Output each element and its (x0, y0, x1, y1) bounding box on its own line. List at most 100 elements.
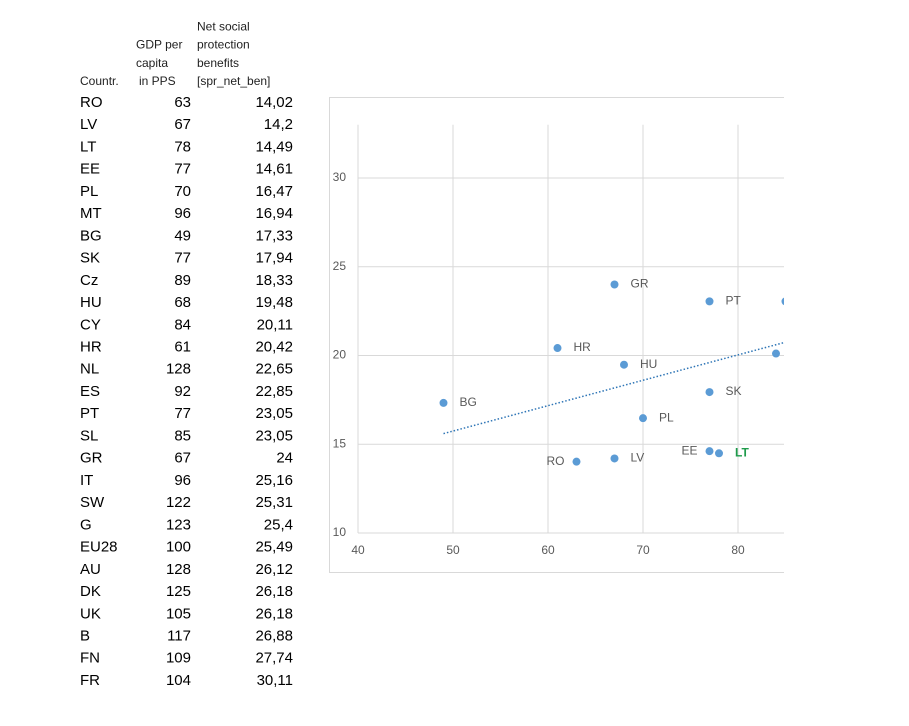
benefit-cell: 26,12 (255, 561, 293, 578)
country-cell: FN (80, 650, 100, 667)
point (781, 297, 784, 306)
x-tick-label: 80 (731, 543, 745, 557)
benefit-cell: 25,49 (255, 539, 293, 556)
chart: 10 15 20 25 30 40 50 60 70 80 RO LV LT EE PL BG SK HU HR PT… (333, 124, 784, 557)
point-label: EE (681, 443, 697, 457)
gdp-cell: 96 (174, 205, 191, 222)
country-cell: IT (80, 472, 93, 489)
country-cell: G (80, 516, 92, 533)
country-cell: Cz (80, 272, 98, 289)
benefit-cell: 26,18 (255, 605, 293, 622)
benefit-cell: 14,2 (264, 116, 293, 133)
point (715, 449, 723, 458)
country-cell: MT (80, 205, 102, 222)
point (705, 297, 714, 306)
point-label: GR (631, 277, 649, 291)
gdp-cell: 128 (166, 561, 191, 578)
point (772, 349, 780, 358)
country-cell: PT (80, 405, 99, 422)
gdp-cell: 77 (174, 161, 191, 178)
country-cell: CY (80, 316, 101, 333)
point (572, 457, 581, 466)
gdp-cell: 61 (174, 338, 191, 355)
benefit-cell: 25,4 (264, 516, 293, 533)
table: Countr. GDP per capita in PPS Net social prot… (80, 19, 293, 689)
benefit-cell: 30,11 (257, 672, 293, 689)
benefit-cell: 16,94 (255, 205, 293, 222)
gdp-cell: 117 (167, 627, 191, 644)
point-label: LV (631, 451, 645, 465)
benefit-cell: 25,16 (255, 472, 293, 489)
country-cell: EE (80, 161, 100, 178)
benefit-cell: 23,05 (255, 427, 293, 444)
gdp-cell: 84 (174, 316, 191, 333)
gdp-cell: 125 (166, 583, 191, 600)
benefit-cell: 24 (276, 450, 293, 467)
point-label: HR (574, 340, 592, 354)
gdp-cell: 85 (174, 427, 191, 444)
country-cell: UK (80, 605, 101, 622)
gdp-cell: 70 (174, 183, 191, 200)
header-cell: [spr_net_ben] (197, 74, 270, 88)
header-cell: in PPS (139, 74, 176, 88)
country-cell: HU (80, 294, 102, 311)
gdp-cell: 92 (174, 383, 191, 400)
gdp-cell: 49 (174, 227, 191, 244)
point-label: HU (640, 357, 657, 371)
y-tick-label: 15 (333, 436, 347, 450)
country-cell: BG (80, 227, 102, 244)
gdp-cell: 77 (174, 405, 191, 422)
gdp-cell: 77 (174, 250, 191, 267)
benefit-cell: 20,11 (257, 316, 293, 333)
point (639, 414, 647, 423)
benefit-cell: 14,61 (255, 161, 293, 178)
point (553, 344, 562, 353)
benefit-cell: 19,48 (255, 294, 293, 311)
benefit-cell: 17,33 (255, 227, 293, 244)
gdp-cell: 63 (174, 94, 191, 111)
gdp-cell: 109 (166, 650, 191, 667)
country-cell: LT (80, 138, 96, 155)
gdp-cell: 67 (174, 450, 191, 467)
benefit-cell: 14,02 (255, 94, 293, 111)
header-cell: capita (136, 56, 168, 70)
header-cell: Net social (197, 19, 250, 33)
benefit-cell: 14,49 (255, 138, 293, 155)
gdp-cell: 89 (174, 272, 191, 289)
country-cell: SL (80, 427, 98, 444)
y-tick-label: 20 (333, 348, 347, 362)
country-cell: B (80, 627, 90, 644)
country-cell: GR (80, 450, 103, 467)
point-label: SK (726, 384, 742, 398)
gdp-cell: 105 (166, 605, 191, 622)
point-label: PL (659, 410, 674, 424)
chart-frame (329, 97, 784, 573)
point (705, 388, 714, 397)
gdp-cell: 128 (166, 361, 191, 378)
country-cell: DK (80, 583, 101, 600)
y-tick-label: 30 (333, 170, 347, 184)
y-tick-label: 10 (333, 525, 347, 539)
point (439, 398, 448, 407)
benefit-cell: 25,31 (255, 494, 293, 511)
benefit-cell: 16,47 (255, 183, 293, 200)
country-cell: EU28 (80, 539, 118, 556)
point-label: BG (460, 395, 477, 409)
country-cell: PL (80, 183, 98, 200)
country-cell: SK (80, 250, 100, 267)
y-tick-label: 25 (333, 259, 347, 273)
point-label: PT (726, 294, 742, 308)
benefit-cell: 18,33 (255, 272, 293, 289)
gdp-cell: 123 (166, 516, 191, 533)
header-cell: GDP per (136, 38, 182, 52)
benefit-cell: 20,42 (255, 338, 293, 355)
benefit-cell: 22,65 (255, 361, 293, 378)
country-cell: LV (80, 116, 97, 133)
country-cell: ES (80, 383, 100, 400)
point (705, 447, 714, 456)
benefit-cell: 22,85 (255, 383, 293, 400)
point (610, 454, 619, 463)
country-cell: RO (80, 94, 103, 111)
